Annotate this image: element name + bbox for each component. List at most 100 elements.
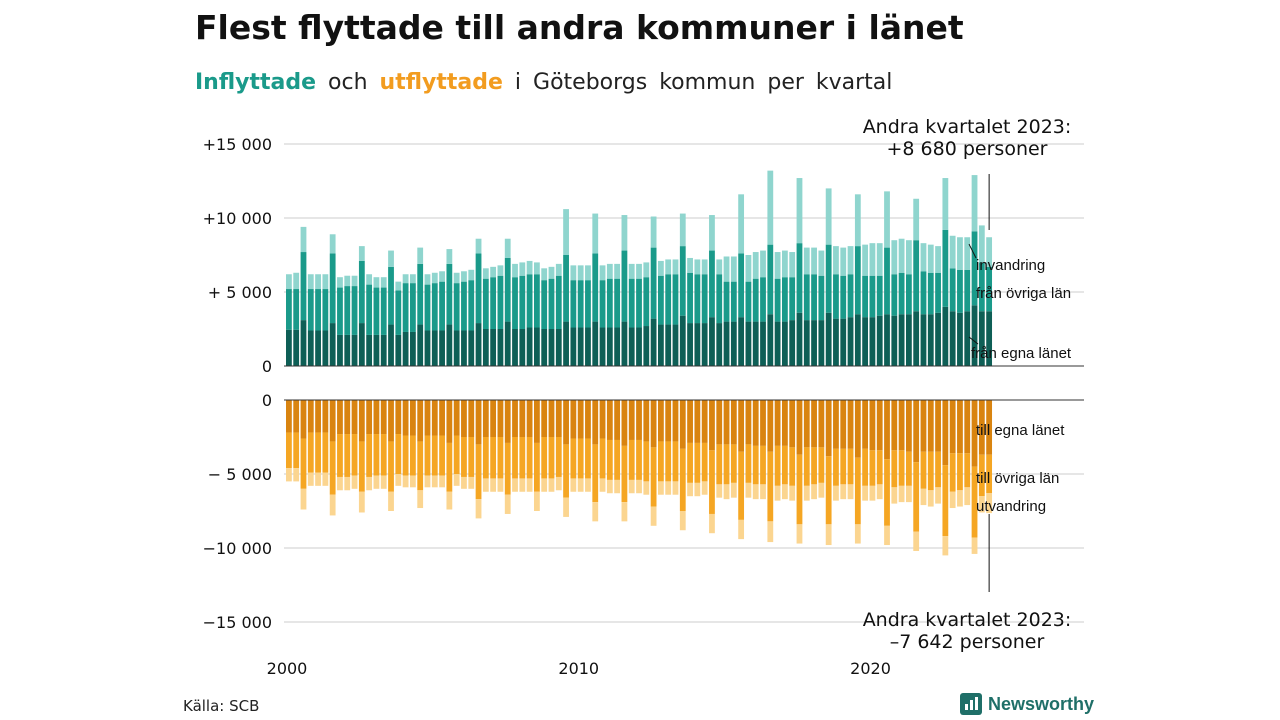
- outflow-bar: [577, 438, 584, 479]
- outflow-bar: [942, 536, 949, 556]
- outflow-bar: [687, 482, 693, 497]
- outflow-bar: [745, 444, 752, 483]
- inflow-bar: [760, 277, 766, 322]
- inflow-bar: [694, 274, 701, 324]
- inflow-bar: [351, 334, 358, 366]
- inflow-bar: [774, 252, 781, 279]
- outflow-bar: [781, 445, 788, 485]
- outflow-bar: [563, 497, 569, 517]
- inflow-bar: [344, 334, 351, 366]
- outflow-bar: [541, 478, 548, 492]
- inflow-bar: [862, 244, 869, 276]
- inflow-bar: [730, 256, 737, 282]
- inflow-bar: [628, 278, 635, 328]
- outflow-bar: [701, 400, 708, 443]
- inflow-bar: [709, 215, 715, 251]
- inflow-bar: [373, 277, 380, 288]
- inflow-bar: [840, 247, 847, 276]
- outflow-bar: [862, 448, 869, 486]
- inflow-bar: [548, 329, 555, 366]
- outflow-bar: [847, 400, 854, 449]
- outflow-bar: [555, 400, 562, 437]
- inflow-bar: [322, 330, 329, 366]
- outflow-bar: [738, 519, 745, 540]
- outflow-bar: [891, 450, 898, 488]
- inflow-bar: [592, 253, 599, 322]
- outflow-bar: [570, 478, 577, 492]
- inflow-bar: [504, 238, 511, 258]
- outflow-bar: [986, 454, 993, 494]
- outflow-bar: [293, 468, 300, 482]
- inflow-bar: [942, 178, 949, 230]
- inflow-bar: [380, 334, 387, 366]
- inflow-bar: [548, 266, 555, 279]
- inflow-bar: [701, 274, 708, 324]
- inflow-bar: [577, 280, 584, 328]
- inflow-bar: [760, 321, 766, 366]
- inflow-bar: [825, 188, 832, 245]
- inflow-bar: [563, 255, 569, 322]
- outflow-bar: [760, 445, 766, 485]
- outflow-bar: [322, 400, 329, 433]
- outflow-y-tick-label: −10 000: [203, 539, 272, 558]
- inflow-bar: [337, 334, 343, 366]
- outflow-bar: [344, 476, 351, 491]
- inflow-bar: [337, 277, 343, 288]
- outflow-bar: [585, 400, 591, 439]
- inflow-bar: [512, 263, 518, 278]
- outflow-bar: [781, 400, 788, 446]
- inflow-bar: [935, 312, 941, 366]
- inflow-bar: [913, 198, 920, 241]
- outflow-bar: [570, 438, 577, 479]
- inflow-bar: [978, 311, 985, 366]
- inflow-bar: [978, 262, 985, 312]
- outflow-bar: [876, 400, 883, 451]
- inflow-bar: [300, 320, 307, 366]
- inflow-bar: [322, 274, 329, 290]
- inflow-bar: [402, 274, 409, 284]
- inflow-bar: [541, 280, 548, 329]
- outflow-bar: [957, 400, 963, 454]
- inflow-bar: [854, 314, 861, 366]
- outflow-bar: [599, 438, 606, 479]
- inflow-bar: [957, 269, 963, 313]
- outflow-bar: [585, 438, 591, 479]
- outflow-bar: [446, 442, 453, 492]
- inflow-bar: [431, 272, 438, 284]
- inflow-bar: [876, 315, 883, 366]
- inflow-bar: [468, 330, 475, 366]
- inflow-bar: [482, 278, 489, 329]
- subtitle-and-word: och: [328, 70, 368, 95]
- outflow-bar: [650, 400, 657, 448]
- inflow-bar: [606, 263, 613, 279]
- outflow-bar: [490, 400, 497, 437]
- outflow-bar: [424, 400, 431, 436]
- outflow-bar: [468, 476, 475, 489]
- inflow-bar: [519, 262, 526, 276]
- inflow-bar: [526, 260, 533, 275]
- inflow-bar: [971, 175, 978, 232]
- outflow-bar: [337, 476, 343, 491]
- inflow-bar: [854, 246, 861, 315]
- inflow-bar: [847, 317, 854, 366]
- outflow-bar: [431, 435, 438, 476]
- outflow-bar: [351, 400, 358, 435]
- outflow-bar: [497, 400, 504, 437]
- inflow-bar: [424, 274, 431, 285]
- inflow-bar: [358, 260, 365, 324]
- x-tick-label: 2020: [850, 659, 891, 678]
- outflow-bar: [300, 488, 307, 510]
- inflow-bar: [803, 274, 810, 321]
- inflow-bar: [884, 247, 890, 315]
- inflow-bar: [818, 250, 825, 276]
- inflow-bar: [475, 238, 482, 254]
- inflow-bar: [606, 278, 613, 328]
- annotation-bottom-line2: –7 642 personer: [890, 631, 1045, 653]
- outflow-bar: [701, 481, 708, 495]
- inflow-bar: [577, 265, 584, 281]
- outflow-bar: [439, 435, 445, 476]
- inflow-bar: [461, 281, 467, 331]
- outflow-bar: [745, 482, 752, 498]
- outflow-bar: [854, 524, 861, 544]
- outflow-bar: [461, 476, 467, 489]
